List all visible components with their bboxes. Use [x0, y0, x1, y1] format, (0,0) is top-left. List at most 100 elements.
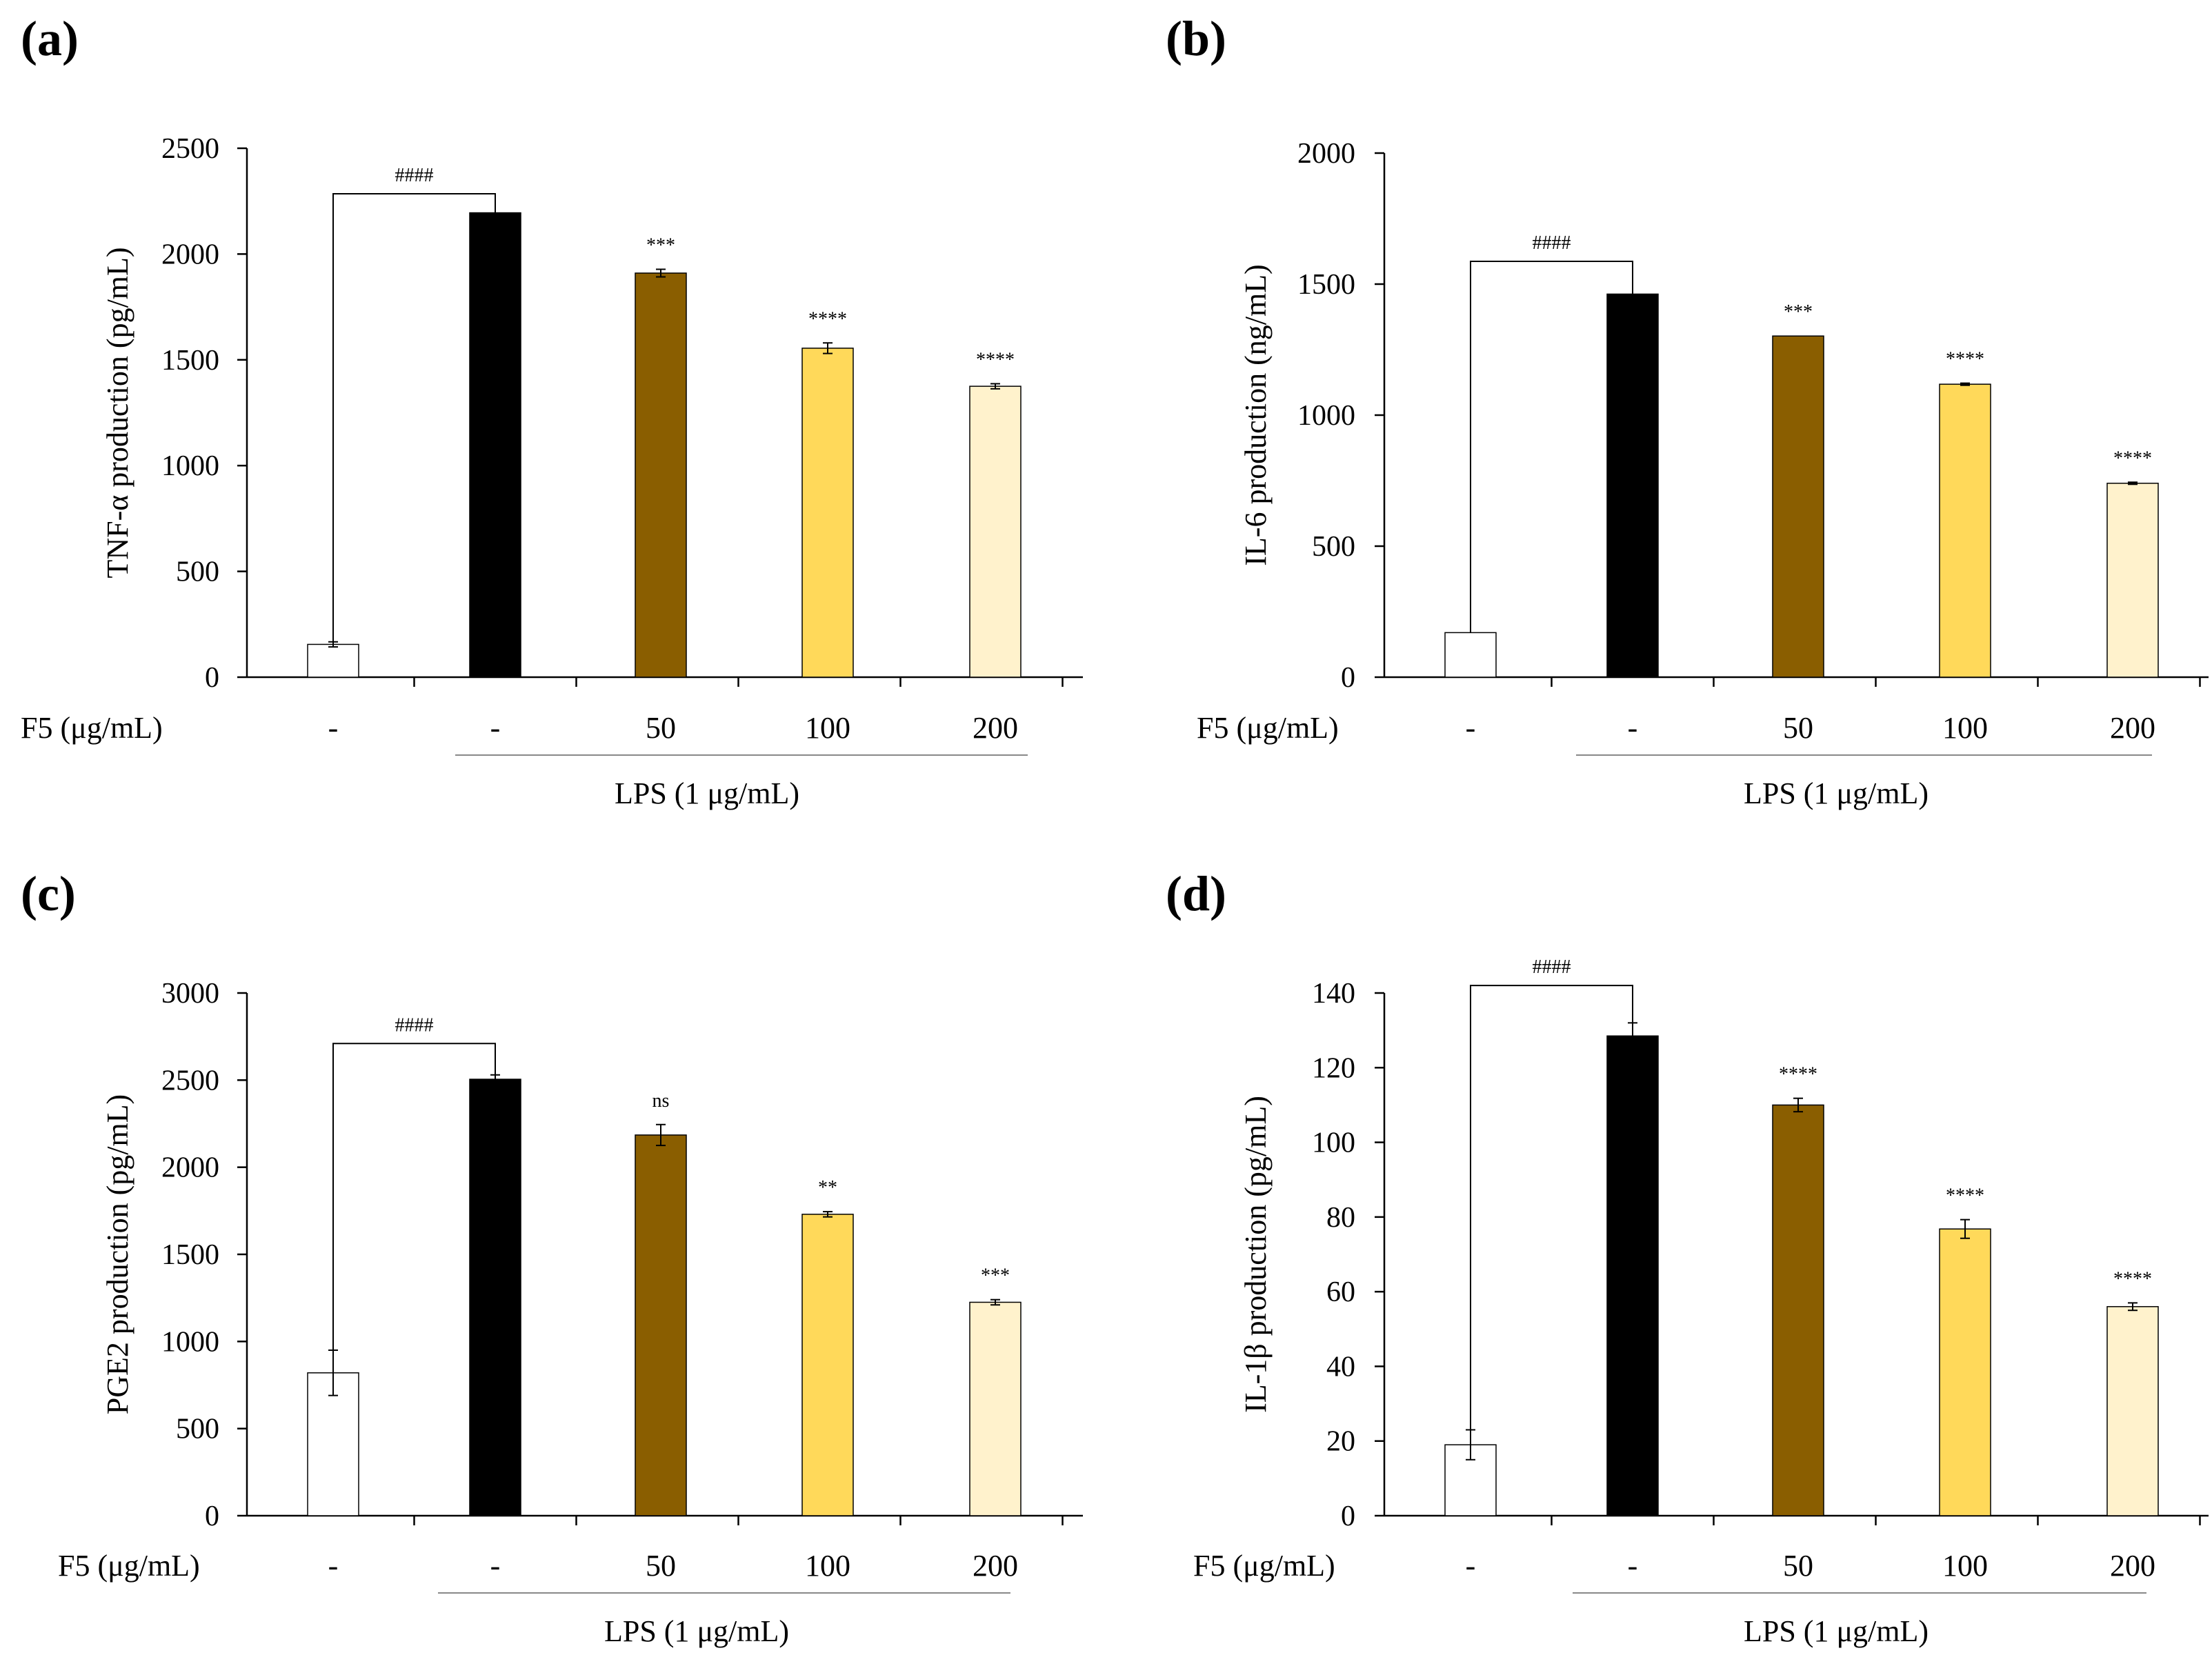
y-tick-label: 500 [176, 1414, 219, 1445]
bracket-label: #### [1533, 956, 1571, 978]
y-tick-label: 1000 [1297, 400, 1355, 432]
chart-panel-1: (a) 0 500 1000 1500 2000 2500 TNF-α production … [21, 11, 1083, 810]
panel-letter: (a) [21, 11, 79, 66]
bar [1606, 1035, 1659, 1516]
significance-label: ns [652, 1090, 670, 1112]
y-tick-label: 140 [1312, 978, 1355, 1010]
bracket-label: #### [1533, 232, 1571, 254]
bar [307, 1372, 359, 1516]
chart-panel-4: (d) 0 20 40 60 80 100 120 140 IL-1β production (p… [1166, 866, 2209, 1648]
panel-letter: (b) [1166, 11, 1226, 66]
x-category-label: 100 [1942, 711, 1988, 745]
panel-letter: (c) [21, 866, 76, 921]
x-category-label: 200 [2110, 711, 2155, 745]
bar [801, 1214, 854, 1516]
significance-bracket [1470, 260, 1633, 633]
significance-label: *** [981, 1265, 1010, 1287]
y-tick-label: 1000 [161, 450, 219, 482]
bar [2106, 1306, 2159, 1516]
y-tick-label: 60 [1326, 1276, 1355, 1308]
y-tick-label: 2000 [161, 239, 219, 270]
bar [1606, 293, 1659, 678]
significance-label: **** [976, 349, 1015, 370]
significance-bracket [1470, 985, 1633, 1430]
bar [969, 385, 1022, 678]
group-label: LPS (1 μg/mL) [1744, 776, 1929, 810]
bar [469, 212, 521, 678]
x-category-label: - [328, 711, 339, 745]
y-tick-label: 2500 [161, 1065, 219, 1096]
bar [2106, 483, 2159, 678]
x-category-label: - [490, 711, 501, 745]
significance-label: *** [646, 234, 675, 256]
y-axis-title: IL-6 production (ng/mL) [1239, 264, 1273, 565]
y-tick-label: 1500 [161, 345, 219, 377]
y-tick-label: 1500 [161, 1239, 219, 1271]
row-label: F5 (μg/mL) [58, 1549, 200, 1583]
y-tick-label: 100 [1312, 1127, 1355, 1159]
y-tick-label: 20 [1326, 1426, 1355, 1458]
y-tick-label: 120 [1312, 1052, 1355, 1084]
significance-label: **** [808, 308, 847, 330]
bar [1939, 1228, 1991, 1516]
x-category-label: 200 [2110, 1549, 2155, 1583]
x-category-label: 100 [805, 711, 850, 745]
significance-label: **** [1779, 1064, 1817, 1085]
bar [469, 1079, 521, 1516]
significance-label: **** [2113, 1268, 2152, 1290]
row-label: F5 (μg/mL) [1193, 1549, 1335, 1583]
significance-label: **** [2113, 448, 2152, 469]
bracket-label: #### [395, 165, 434, 186]
bar [801, 348, 854, 678]
x-category-label: 50 [646, 1549, 676, 1583]
bar [635, 272, 687, 678]
x-category-label: - [490, 1549, 501, 1583]
y-tick-label: 0 [1341, 1501, 1355, 1532]
y-axis-title: TNF-α production (pg/mL) [101, 247, 134, 578]
x-category-label: 50 [646, 711, 676, 745]
y-tick-label: 2000 [161, 1152, 219, 1184]
significance-bracket [332, 1043, 496, 1350]
chart-panel-2: (b) 0 500 1000 1500 2000 IL-6 production (ng/m… [1166, 11, 2209, 810]
panel-letter: (d) [1166, 866, 1226, 921]
y-tick-label: 1000 [161, 1326, 219, 1358]
bar [1444, 632, 1497, 678]
significance-label: *** [1784, 301, 1813, 323]
x-category-label: - [1466, 711, 1476, 745]
x-category-label: 50 [1783, 1549, 1813, 1583]
y-tick-label: 2000 [1297, 138, 1355, 170]
group-label: LPS (1 μg/mL) [1744, 1614, 1929, 1648]
y-tick-label: 1500 [1297, 269, 1355, 301]
y-tick-label: 500 [176, 556, 219, 588]
y-tick-label: 80 [1326, 1202, 1355, 1234]
significance-label: **** [1946, 1185, 1984, 1207]
x-category-label: - [1466, 1549, 1476, 1583]
y-axis-title: PGE2 production (pg/mL) [101, 1094, 134, 1414]
group-label: LPS (1 μg/mL) [604, 1614, 789, 1648]
x-category-label: 50 [1783, 711, 1813, 745]
x-category-label: 200 [973, 1549, 1018, 1583]
x-category-label: - [1628, 1549, 1638, 1583]
significance-label: ** [818, 1177, 837, 1198]
significance-label: **** [1946, 349, 1984, 370]
x-category-label: 100 [1942, 1549, 1988, 1583]
y-tick-label: 0 [205, 662, 219, 694]
x-category-label: 100 [805, 1549, 850, 1583]
y-tick-label: 3000 [161, 978, 219, 1010]
group-label: LPS (1 μg/mL) [615, 776, 799, 810]
row-label: F5 (μg/mL) [21, 711, 163, 745]
bar [1939, 383, 1991, 678]
y-tick-label: 40 [1326, 1351, 1355, 1383]
x-category-label: - [1628, 711, 1638, 745]
bar [1772, 335, 1824, 678]
row-label: F5 (μg/mL) [1197, 711, 1339, 745]
bracket-label: #### [395, 1014, 434, 1036]
bar [1772, 1104, 1824, 1516]
y-tick-label: 500 [1312, 531, 1355, 563]
bar [307, 643, 359, 678]
bar [635, 1134, 687, 1516]
x-category-label: 200 [973, 711, 1018, 745]
bar [969, 1301, 1022, 1516]
x-category-label: - [328, 1549, 339, 1583]
